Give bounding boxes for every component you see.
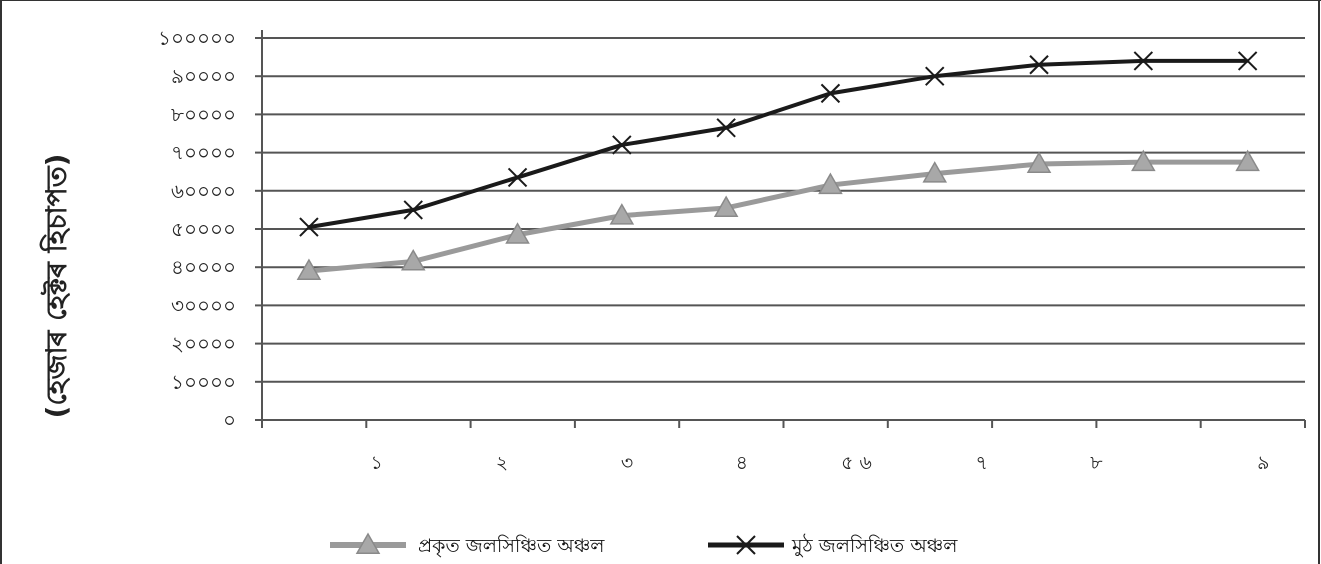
data-point-triangle xyxy=(1026,151,1052,174)
series-line xyxy=(308,159,1248,274)
data-point-x xyxy=(507,167,528,188)
data-point-triangle xyxy=(400,248,426,271)
data-point-x xyxy=(1133,51,1154,71)
legend-label: প্রকৃত জলসিঞ্চিত অঞ্চল xyxy=(418,535,605,558)
data-point-triangle xyxy=(609,203,635,225)
y-tick-label: ৩০০০০ xyxy=(171,293,236,317)
data-point-x-stroke xyxy=(1029,55,1049,75)
data-point-triangle xyxy=(296,258,322,281)
data-point-x-stroke xyxy=(820,83,841,104)
x-tick-label: ৯ xyxy=(1257,452,1269,474)
data-point-x xyxy=(716,118,736,138)
data-point-triangle xyxy=(922,161,948,183)
x-tick-label: ৭ xyxy=(975,452,987,474)
y-axis-label: (হেজাৰ হেক্টৰ হিচাপত) xyxy=(39,154,73,419)
data-point-x xyxy=(403,200,423,220)
y-tick-label: ৯০০০০ xyxy=(171,64,236,88)
data-point-triangle xyxy=(355,532,381,554)
y-tick-label: ৫০০০০ xyxy=(171,217,236,241)
series-line xyxy=(308,58,1248,230)
y-tick-label: ৭০০০০ xyxy=(171,141,236,165)
x-tick-label: ৫ ৬ xyxy=(841,452,872,474)
x-tick-label: ৪ xyxy=(736,452,748,474)
data-point-x-stroke xyxy=(612,135,632,155)
data-point-x-stroke xyxy=(1237,51,1258,71)
data-point-x-stroke xyxy=(736,535,756,555)
data-point-x-stroke xyxy=(716,118,736,138)
data-point-x xyxy=(299,217,319,237)
y-tick-label: ১০০০০ xyxy=(171,370,236,394)
data-point-x-stroke xyxy=(507,167,528,188)
legend: প্রকৃত জলসিঞ্চিত অঞ্চল মুঠ জলসিঞ্চিত অঞ্চ… xyxy=(330,532,958,558)
data-point-x-stroke xyxy=(299,217,319,237)
data-point-x-stroke xyxy=(1133,51,1154,71)
data-point-x-stroke xyxy=(925,66,945,86)
legend-label: মুঠ জলসিঞ্চিত অঞ্চল xyxy=(791,534,958,557)
x-tick-label: ৮ xyxy=(1090,452,1103,474)
x-tick-label: ৩ xyxy=(621,452,633,474)
y-tick-label: ২০০০০ xyxy=(171,332,236,356)
x-tick-label: ১ xyxy=(371,452,383,474)
x-tick-label: ২ xyxy=(496,452,508,474)
grid-lines xyxy=(262,37,1305,383)
data-point-triangle xyxy=(1235,149,1260,172)
data-point-triangle xyxy=(713,195,739,217)
series-lines xyxy=(296,51,1260,281)
y-tick-labels: ০ ১০০০০ ২০০০০ ৩০০০০ ৪০০০০ ৫০০০০ ৬০০০০ ৭০০০০ ৮০০০… xyxy=(158,26,236,432)
data-point-x xyxy=(612,135,632,155)
data-point-x-stroke xyxy=(403,200,423,220)
y-tick-label: ১০০০০০ xyxy=(158,26,236,50)
y-tick-label: ৮০০০০ xyxy=(171,102,236,126)
data-point-x xyxy=(820,83,841,104)
data-point-triangle xyxy=(818,172,843,195)
x-tick-labels: ১ ২ ৩ ৪ ৫ ৬ ৭ ৮ ৯ xyxy=(371,452,1270,474)
data-point-triangle xyxy=(505,222,530,244)
data-point-triangle xyxy=(1131,149,1156,172)
y-tick-label: ০ xyxy=(223,408,236,432)
data-point-x xyxy=(1029,55,1049,75)
y-tick-label: ৬০০০০ xyxy=(171,179,236,203)
y-tick-label: ৪০০০০ xyxy=(171,255,236,279)
data-point-x xyxy=(925,66,945,86)
data-point-x xyxy=(736,535,756,555)
data-point-x xyxy=(1237,51,1258,71)
axes xyxy=(255,30,1306,428)
